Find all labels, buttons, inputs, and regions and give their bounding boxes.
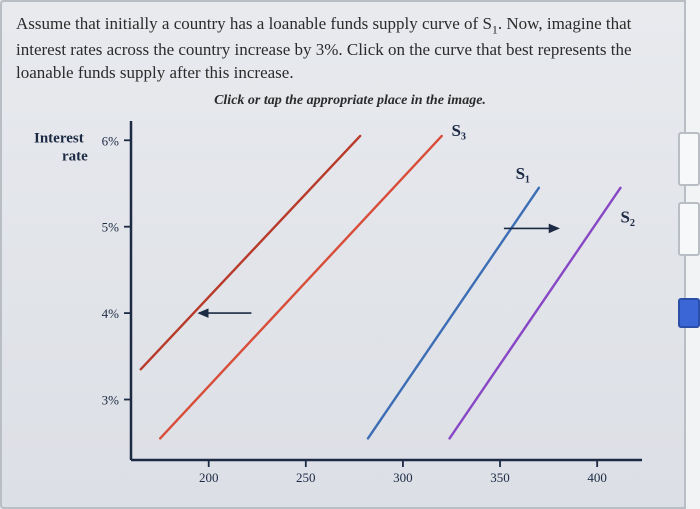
y-tick-label: 3% <box>102 392 120 407</box>
question-text: Assume that initially a country has a lo… <box>16 12 684 85</box>
y-tick-label: 5% <box>102 220 120 235</box>
loanable-funds-chart[interactable]: 6% 5% 4% 3% 200 250 300 350 400 Interest rate S₁ S₂ S… <box>16 115 688 493</box>
y-axis-title-line1: Interest <box>34 130 84 146</box>
x-tick-label: 300 <box>393 470 413 485</box>
curve-label-S2: S₂ <box>620 207 635 226</box>
rail-button-1[interactable] <box>678 132 700 186</box>
curve-label-S1: S₁ <box>516 164 531 183</box>
chart-area[interactable]: 6% 5% 4% 3% 200 250 300 350 400 Interest rate S₁ S₂ S… <box>16 115 684 495</box>
instruction-text: Click or tap the appropriate place in th… <box>16 93 684 109</box>
y-tick-label: 4% <box>102 306 120 321</box>
x-tick-label: 350 <box>490 470 510 485</box>
curve-S2[interactable] <box>450 188 621 439</box>
curve-label-S3: S₃ <box>451 121 466 140</box>
page-container: Assume that initially a country has a lo… <box>0 0 700 509</box>
y-tick-label: 6% <box>102 133 120 148</box>
x-tick-label: 200 <box>199 470 219 485</box>
curve-S1[interactable] <box>368 188 539 439</box>
x-tick-label: 400 <box>587 470 607 485</box>
rail-button-3[interactable] <box>678 298 700 328</box>
x-tick-label: 250 <box>296 470 316 485</box>
rail-button-2[interactable] <box>678 202 700 256</box>
y-axis-title-line2: rate <box>62 148 88 164</box>
curve-S4[interactable] <box>141 136 360 369</box>
